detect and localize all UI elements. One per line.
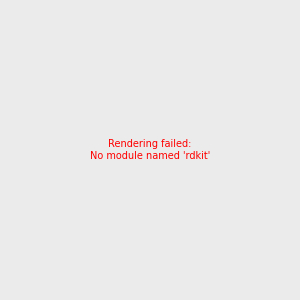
Text: Rendering failed:
No module named 'rdkit': Rendering failed: No module named 'rdkit… [90, 139, 210, 161]
